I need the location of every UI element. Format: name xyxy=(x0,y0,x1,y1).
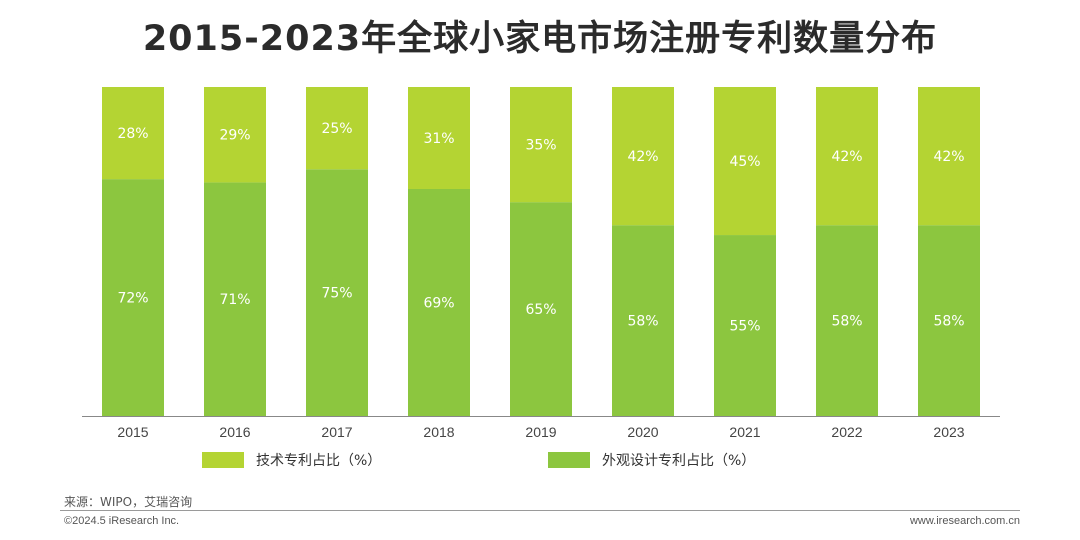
x-tick-2022: 2022 xyxy=(831,424,862,440)
label-design-2017: 75% xyxy=(321,286,352,302)
label-tech-2021: 45% xyxy=(729,154,760,170)
label-design-2015: 72% xyxy=(117,291,148,307)
label-design-2016: 71% xyxy=(219,292,250,308)
bar-design-2019 xyxy=(510,202,572,416)
bar-tech-2020 xyxy=(612,87,674,226)
footer-divider xyxy=(60,510,1020,511)
legend-label-design: 外观设计专利占比（%） xyxy=(602,453,756,469)
bar-tech-2021 xyxy=(714,87,776,236)
label-tech-2020: 42% xyxy=(627,149,658,165)
legend-swatch-design xyxy=(548,452,590,468)
bar-tech-2022 xyxy=(816,87,878,226)
x-tick-2020: 2020 xyxy=(627,424,658,440)
x-tick-2016: 2016 xyxy=(219,424,250,440)
bar-tech-2015 xyxy=(102,87,164,180)
source-note: 来源：WIPO，艾瑞咨询 xyxy=(64,495,193,509)
bar-tech-2016 xyxy=(204,87,266,183)
bar-design-2020 xyxy=(612,225,674,416)
legend-item-tech: 技术专利占比（%） xyxy=(202,450,381,470)
bar-design-2017 xyxy=(306,169,368,416)
stacked-bar-chart: 72% 28% 2015 71% 29% 2016 75% 25% 2017 69% 31% 2018… xyxy=(82,87,1000,440)
bar-design-2023 xyxy=(918,225,980,416)
x-tick-2021: 2021 xyxy=(729,424,760,440)
label-design-2020: 58% xyxy=(627,314,658,330)
website-link[interactable]: www.iresearch.com.cn xyxy=(909,515,1020,527)
bar-tech-2017 xyxy=(306,87,368,170)
legend-label-tech: 技术专利占比（%） xyxy=(256,453,382,469)
label-tech-2018: 31% xyxy=(423,131,454,147)
label-tech-2016: 29% xyxy=(219,128,250,144)
x-tick-2015: 2015 xyxy=(117,424,148,440)
x-tick-2018: 2018 xyxy=(423,424,454,440)
bar-design-2022 xyxy=(816,225,878,416)
bar-design-2021 xyxy=(714,235,776,416)
label-design-2022: 58% xyxy=(831,314,862,330)
bar-design-2015 xyxy=(102,179,164,416)
label-tech-2015: 28% xyxy=(117,126,148,142)
legend-item-design: 外观设计专利占比（%） xyxy=(548,450,755,470)
bar-tech-2019 xyxy=(510,87,572,203)
label-design-2018: 69% xyxy=(423,295,454,311)
bar-tech-2018 xyxy=(408,87,470,189)
copyright-text: ©2024.5 iResearch Inc. xyxy=(64,515,180,527)
label-design-2019: 65% xyxy=(525,302,556,318)
label-design-2021: 55% xyxy=(729,319,760,335)
legend-swatch-tech xyxy=(202,452,244,468)
bar-tech-2023 xyxy=(918,87,980,226)
legend: 技术专利占比（%） 外观设计专利占比（%） xyxy=(0,450,1080,474)
label-tech-2023: 42% xyxy=(933,149,964,165)
bar-design-2016 xyxy=(204,182,266,416)
label-tech-2017: 25% xyxy=(321,121,352,137)
x-tick-2023: 2023 xyxy=(933,424,964,440)
label-design-2023: 58% xyxy=(933,314,964,330)
label-tech-2019: 35% xyxy=(525,138,556,154)
x-tick-2019: 2019 xyxy=(525,424,556,440)
chart-title: 2015-2023年全球小家电市场注册专利数量分布 xyxy=(142,19,938,59)
label-tech-2022: 42% xyxy=(831,149,862,165)
bar-design-2018 xyxy=(408,188,470,416)
x-tick-2017: 2017 xyxy=(321,424,352,440)
